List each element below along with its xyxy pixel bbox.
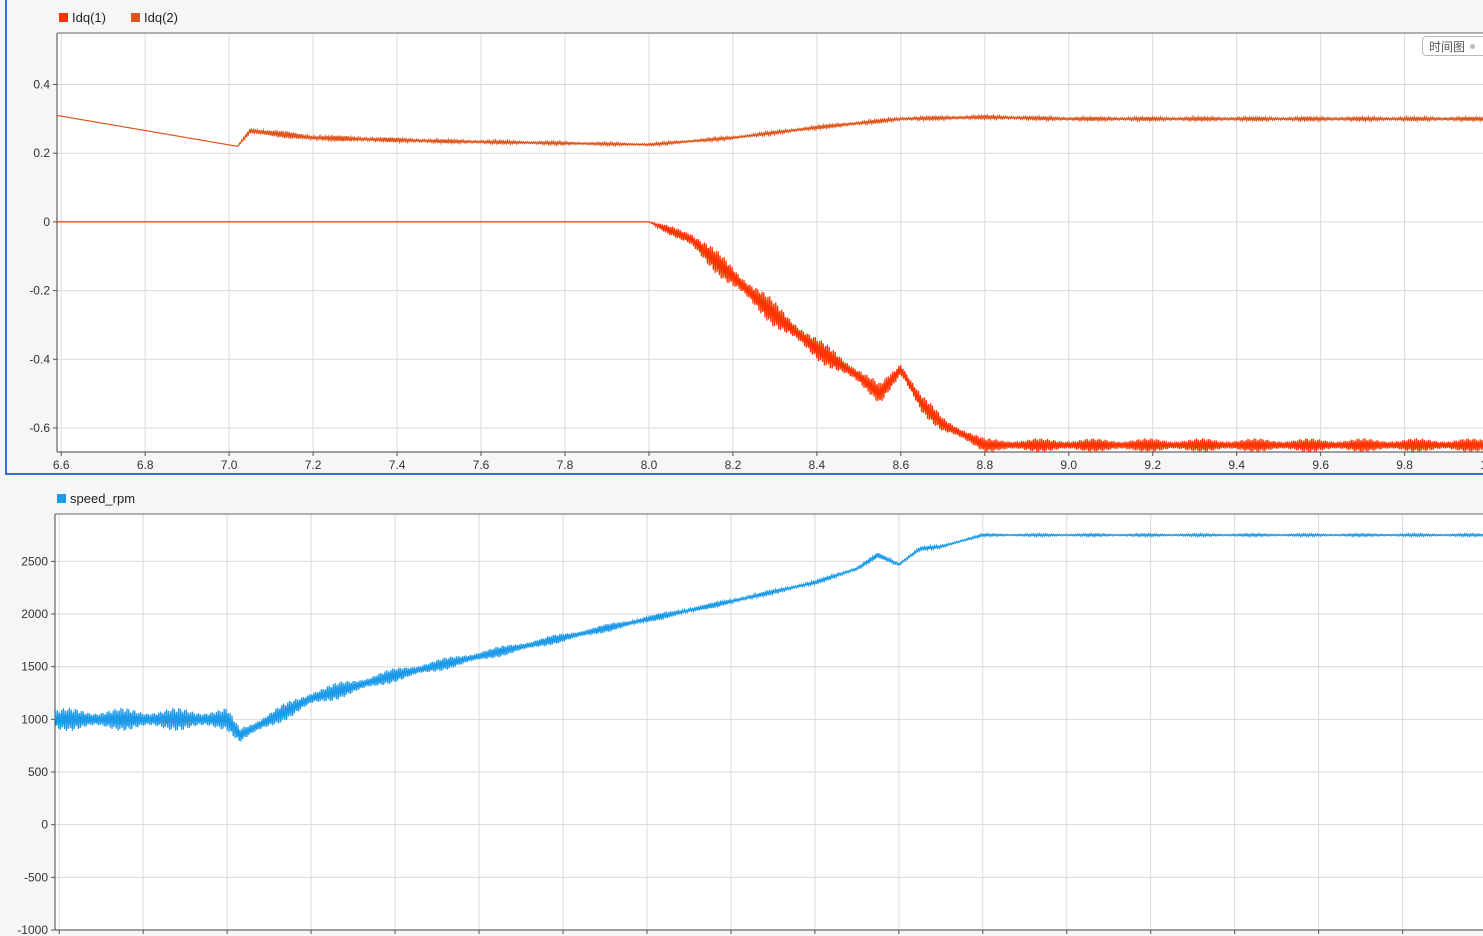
y-tick-label: 500: [28, 765, 48, 779]
x-tick-label: 6.6: [53, 458, 70, 472]
y-tick-label: -1000: [17, 923, 48, 936]
series-line-speedrpm: [55, 532, 1483, 742]
y-tick-label: 0.4: [33, 78, 50, 92]
bottom-chart-panel[interactable]: 2500 2000 1500 1000 500 0 -500 -1000 speed_rpm: [0, 480, 1483, 936]
time-plot-badge[interactable]: 时间图: [1422, 36, 1483, 56]
y-tick-label: 2000: [21, 607, 48, 621]
y-tick-label: -0.2: [29, 284, 50, 298]
speed-chart: 2500 2000 1500 1000 500 0 -500 -1000 speed_rpm: [17, 491, 1483, 936]
x-tick-label: 8.0: [641, 458, 658, 472]
x-tick-label: 6.8: [137, 458, 154, 472]
legend-swatch: [57, 494, 66, 503]
idq-chart: 6.6 6.8 7.0 7.2 7.4 7.6 7.8 8.0 8.2 8.4 8.6 8.8 9.0 9…: [29, 10, 1483, 472]
y-tick-label: 1500: [21, 660, 48, 674]
x-tick-label: 9.4: [1228, 458, 1245, 472]
legend-label[interactable]: Idq(2): [144, 10, 178, 25]
y-tick-label: 2500: [21, 554, 48, 568]
time-plot-badge-label: 时间图: [1429, 39, 1466, 54]
x-tick-label: 7.0: [221, 458, 238, 472]
plot-area: [55, 514, 1483, 930]
y-tick-label: -500: [24, 870, 48, 884]
x-tick-label: 9.0: [1060, 458, 1077, 472]
legend-swatch: [59, 13, 68, 22]
legend-label[interactable]: Idq(1): [72, 10, 106, 25]
y-tick-label: 0: [41, 818, 48, 832]
x-tick-label: 8.6: [893, 458, 910, 472]
x-tick-label: 9.6: [1312, 458, 1329, 472]
x-tick-label: 9.2: [1144, 458, 1161, 472]
series-line-idq1: [57, 221, 1483, 452]
x-tick-label: 7.2: [305, 458, 322, 472]
y-tick-label: 0: [43, 215, 50, 229]
y-tick-label: 1000: [21, 712, 48, 726]
x-tick-label: 7.8: [557, 458, 574, 472]
y-tick-label: -0.6: [29, 421, 50, 435]
legend-label[interactable]: speed_rpm: [70, 491, 135, 506]
y-tick-label: 0.2: [33, 146, 50, 160]
x-tick-label: 10.: [1480, 458, 1483, 472]
top-chart-panel[interactable]: 6.6 6.8 7.0 7.2 7.4 7.6 7.8 8.0 8.2 8.4 8.6 8.8 9.0 9…: [5, 0, 1483, 475]
y-tick-label: -0.4: [29, 352, 50, 366]
series-line-idq2: [57, 113, 1483, 148]
x-tick-label: 9.8: [1396, 458, 1413, 472]
x-tick-label: 7.6: [473, 458, 490, 472]
plot-area: [57, 33, 1483, 452]
x-tick-label: 8.8: [976, 458, 993, 472]
badge-dot-icon: [1470, 43, 1476, 49]
x-tick-label: 7.4: [389, 458, 406, 472]
legend-swatch: [131, 13, 140, 22]
x-tick-label: 8.4: [809, 458, 826, 472]
x-tick-label: 8.2: [725, 458, 742, 472]
